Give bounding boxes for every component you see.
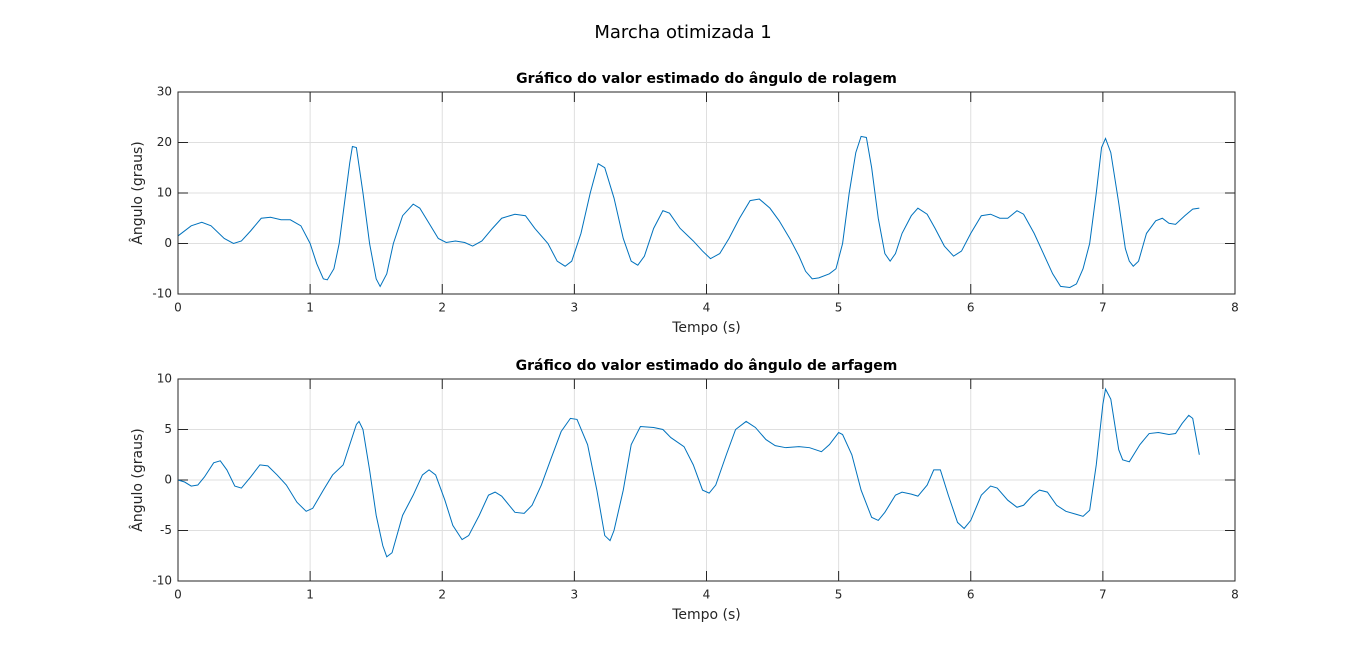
y-tick-label: 30 <box>157 85 172 99</box>
x-axis-label: Tempo (s) <box>671 607 741 623</box>
y-axis-label: Ângulo (graus) <box>128 141 146 244</box>
y-tick-label: 5 <box>164 422 172 436</box>
x-tick-label: 6 <box>967 301 975 315</box>
axes-box <box>177 378 1236 582</box>
x-tick-label: 8 <box>1231 301 1239 315</box>
y-tick-label: 10 <box>157 186 172 200</box>
x-tick-label: 1 <box>306 301 314 315</box>
chart-title: Gráfico do valor estimado do ângulo de a… <box>516 358 898 374</box>
x-tick-label: 1 <box>306 588 314 602</box>
data-line <box>177 387 1200 558</box>
axes-box <box>177 91 1236 295</box>
y-tick-label: 20 <box>157 135 172 149</box>
x-tick-label: 8 <box>1231 588 1239 602</box>
x-tick-label: 7 <box>1099 301 1107 315</box>
chart-title: Gráfico do valor estimado do ângulo de r… <box>516 71 897 87</box>
data-line <box>177 135 1200 288</box>
y-axis-label: Ângulo (graus) <box>128 428 146 531</box>
x-tick-label: 4 <box>703 588 711 602</box>
x-tick-label: 5 <box>835 588 843 602</box>
x-tick-label: 2 <box>438 588 446 602</box>
x-tick-label: 4 <box>703 301 711 315</box>
x-axis-label: Tempo (s) <box>671 320 741 336</box>
y-tick-label: 10 <box>157 372 172 386</box>
y-tick-label: -10 <box>152 574 172 588</box>
figure-title: Marcha otimizada 1 <box>594 22 771 43</box>
x-tick-label: 2 <box>438 301 446 315</box>
x-tick-label: 5 <box>835 301 843 315</box>
y-tick-label: 0 <box>164 473 172 487</box>
x-tick-label: 3 <box>571 588 579 602</box>
x-tick-label: 0 <box>174 588 182 602</box>
x-tick-label: 0 <box>174 301 182 315</box>
y-tick-label: -10 <box>152 287 172 301</box>
y-tick-label: -5 <box>160 523 172 537</box>
x-tick-label: 6 <box>967 588 975 602</box>
y-tick-label: 0 <box>164 236 172 250</box>
x-tick-label: 3 <box>571 301 579 315</box>
x-tick-label: 7 <box>1099 588 1107 602</box>
